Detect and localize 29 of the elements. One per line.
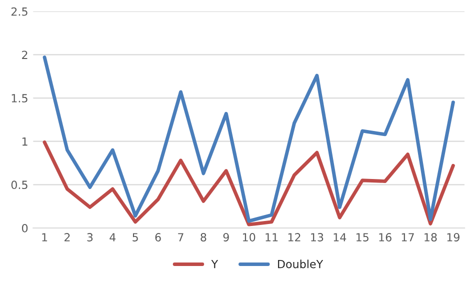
x-tick-label: 14 <box>334 233 346 242</box>
legend-label: DoubleY <box>278 260 324 268</box>
x-tick-label: 17 <box>402 233 414 242</box>
y-tick-label: 2.5 <box>11 7 28 16</box>
x-tick-label: 8 <box>200 233 206 242</box>
x-tick-label: 10 <box>243 233 256 242</box>
x-tick-label: 11 <box>266 233 278 242</box>
x-tick-label: 18 <box>424 233 437 242</box>
x-tick-label: 15 <box>356 233 368 242</box>
y-tick-label: 0.5 <box>11 180 28 190</box>
x-tick-label: 3 <box>87 233 93 242</box>
y-tick-label: 0 <box>22 224 28 232</box>
x-tick-label: 2 <box>64 233 70 242</box>
x-tick-label: 19 <box>447 233 460 242</box>
x-tick-label: 9 <box>223 233 229 242</box>
x-tick-label: 1 <box>42 233 48 242</box>
x-tick-label: 5 <box>132 233 138 242</box>
line-series <box>42 56 455 223</box>
line-series <box>42 140 455 226</box>
y-tick-label: 2 <box>22 50 28 59</box>
x-tick-label: 13 <box>311 233 324 242</box>
x-tick-label: 12 <box>288 233 300 242</box>
x-tick-label: 7 <box>178 233 184 242</box>
x-tick-label: 6 <box>155 233 161 242</box>
y-tick-label: 1.5 <box>12 94 28 102</box>
x-tick-label: 4 <box>110 233 116 242</box>
legend-label: Y <box>211 260 218 268</box>
y-tick-label: 1 <box>22 137 28 146</box>
x-tick-label: 16 <box>379 233 392 242</box>
